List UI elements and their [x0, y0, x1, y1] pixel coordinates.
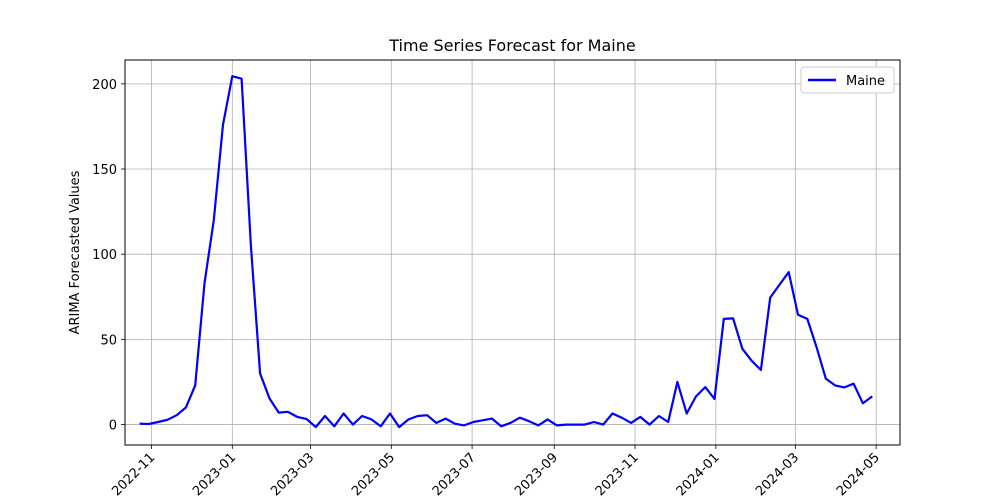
y-tick-label: 200 [92, 78, 117, 93]
grid-lines [125, 60, 900, 445]
chart-title: Time Series Forecast for Maine [388, 36, 635, 55]
y-axis-label: ARIMA Forecasted Values [68, 170, 83, 334]
legend-box [800, 66, 895, 94]
y-tick-label: 0 [109, 419, 117, 434]
y-tick-label: 150 [92, 163, 117, 178]
y-tick-label: 100 [92, 248, 117, 263]
plot-frame [124, 59, 901, 446]
series-line-maine [139, 75, 873, 429]
series-layer [139, 75, 873, 429]
legend: Maine [800, 66, 895, 94]
legend-label-maine: Maine [846, 74, 885, 89]
y-tick-label: 50 [100, 333, 117, 348]
